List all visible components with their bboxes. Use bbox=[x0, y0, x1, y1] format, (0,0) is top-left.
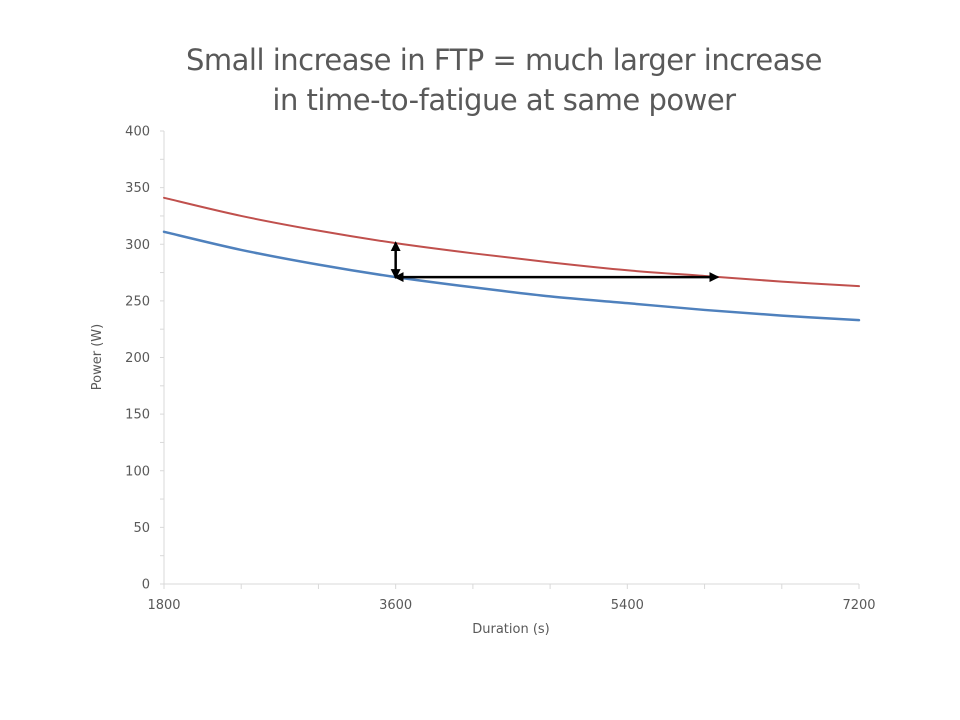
chart-title-line-2: in time-to-fatigue at same power bbox=[272, 83, 736, 117]
series-line-lower-ftp bbox=[162, 230, 861, 322]
chart-title-line-1: Small increase in FTP = much larger incr… bbox=[185, 43, 823, 77]
y-tick-label: 200 bbox=[125, 351, 150, 366]
series-line-higher-ftp bbox=[163, 196, 860, 288]
y-tick-label: 100 bbox=[125, 464, 150, 479]
x-tick-label: 3600 bbox=[379, 598, 412, 613]
chart-title: Small increase in FTP = much larger incr… bbox=[0, 40, 960, 120]
x-tick-label: 1800 bbox=[147, 598, 180, 613]
y-axis-title: Power (W) bbox=[90, 324, 105, 390]
x-tick-label: 7200 bbox=[842, 598, 875, 613]
y-tick-label: 150 bbox=[125, 408, 150, 423]
x-axis-title: Duration (s) bbox=[472, 622, 550, 637]
y-tick-label: 0 bbox=[142, 578, 150, 593]
y-tick-label: 300 bbox=[125, 238, 150, 253]
x-tick-label: 5400 bbox=[611, 598, 644, 613]
y-tick-label: 250 bbox=[125, 294, 150, 309]
y-tick-label: 50 bbox=[133, 521, 150, 536]
y-tick-label: 400 bbox=[125, 125, 150, 140]
y-tick-label: 350 bbox=[125, 181, 150, 196]
